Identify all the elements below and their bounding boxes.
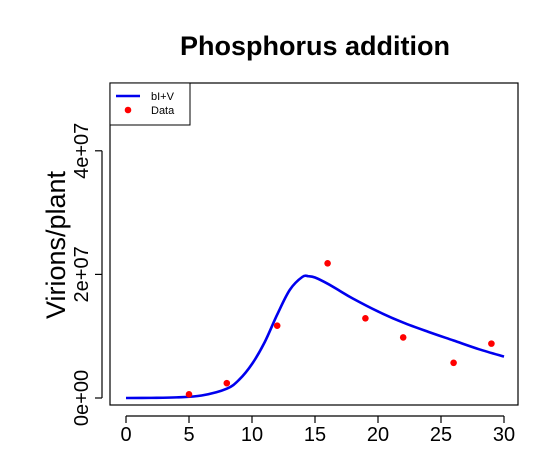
- x-tick-label: 25: [430, 424, 452, 446]
- data-point: [324, 259, 331, 267]
- data-point: [223, 379, 231, 387]
- x-axis: 0 5 10 15 20 25 30: [120, 415, 515, 446]
- legend-label: bI+V: [151, 91, 175, 103]
- legend-box: [109, 82, 191, 126]
- data-point: [185, 390, 193, 398]
- x-tick-label: 10: [241, 424, 263, 446]
- x-tick-label: 15: [304, 424, 326, 446]
- y-tick-label: 2e+07: [71, 246, 93, 302]
- y-axis-label: Virions/plant: [41, 170, 71, 319]
- data-point: [450, 359, 457, 367]
- data-point: [273, 322, 281, 329]
- series-layer: [125, 259, 505, 400]
- series-line: [125, 274, 505, 400]
- chart-title: Phosphorus addition: [180, 31, 450, 61]
- data-point: [488, 340, 495, 347]
- y-axis: 0e+00 2e+07 4e+07: [71, 123, 103, 426]
- plot-frame: [109, 82, 519, 406]
- data-point: [362, 314, 369, 322]
- y-tick-label: 4e+07: [71, 123, 93, 179]
- legend-point-swatch: [124, 106, 132, 114]
- x-tick-label: 30: [493, 424, 515, 446]
- data-point: [399, 334, 407, 341]
- x-tick-label: 0: [120, 424, 131, 446]
- legend: bI+V Data: [109, 82, 191, 126]
- y-tick-label: 0e+00: [71, 370, 93, 426]
- legend-label: Data: [151, 105, 175, 117]
- x-tick-label: 20: [367, 424, 389, 446]
- x-tick-label: 5: [183, 424, 194, 446]
